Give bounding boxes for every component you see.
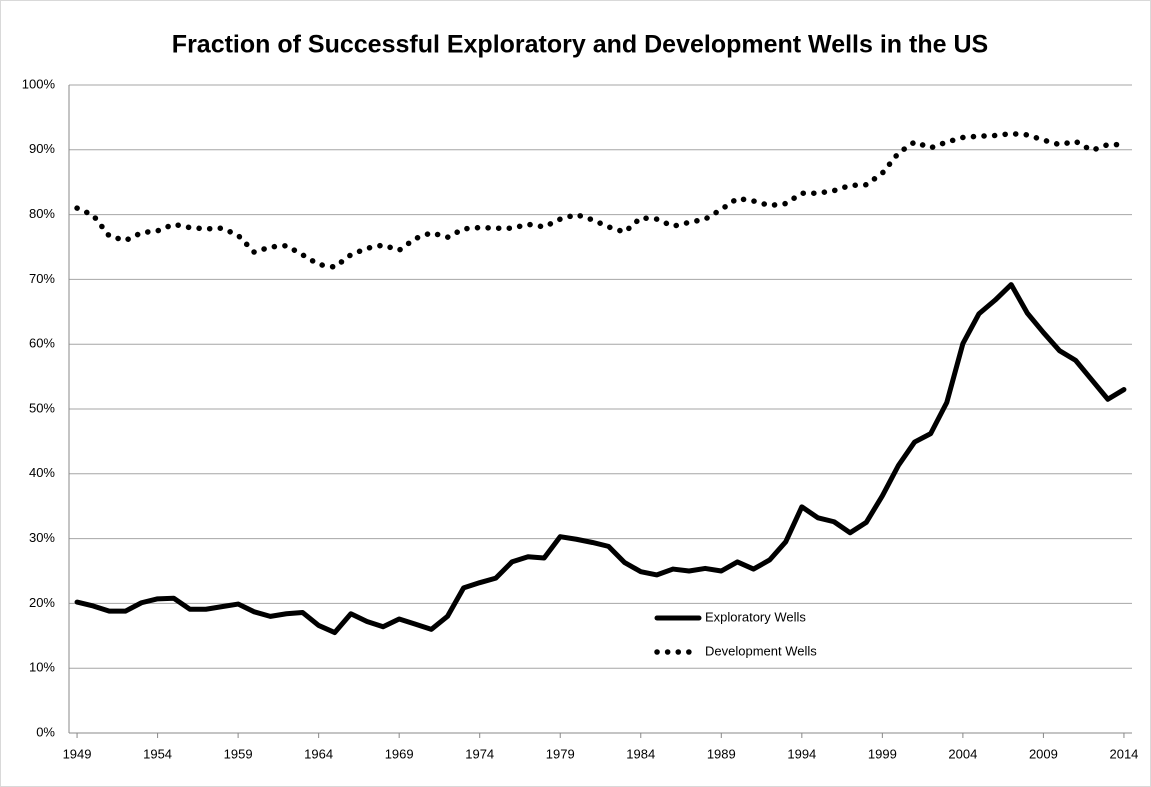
y-tick-label: 100% — [22, 76, 56, 91]
x-tick-label: 1974 — [465, 746, 494, 761]
y-tick-label: 50% — [29, 400, 55, 415]
line-series — [74, 282, 1127, 636]
legend-label: Development Wells — [705, 643, 817, 658]
x-tick-label: 2009 — [1029, 746, 1058, 761]
y-tick-label: 10% — [29, 660, 55, 675]
y-tick-label: 90% — [29, 141, 55, 156]
x-tick-label: 1959 — [224, 746, 253, 761]
y-tick-label: 70% — [29, 271, 55, 286]
y-tick-label: 40% — [29, 465, 55, 480]
x-tick-label: 2004 — [948, 746, 977, 761]
x-tick-label: 1999 — [868, 746, 897, 761]
x-tick-label: 1954 — [143, 746, 172, 761]
x-tick-label: 1949 — [63, 746, 92, 761]
y-tick-label: 30% — [29, 530, 55, 545]
chart-title: Fraction of Successful Exploratory and D… — [172, 31, 988, 59]
x-tick-label: 1964 — [304, 746, 333, 761]
x-tick-label: 1989 — [707, 746, 736, 761]
x-tick-label: 1994 — [787, 746, 816, 761]
y-tick-label: 20% — [29, 595, 55, 610]
x-tick-label: 1984 — [626, 746, 655, 761]
legend-label: Exploratory Wells — [705, 609, 806, 624]
line-series — [74, 130, 1127, 270]
x-tick-label: 1969 — [385, 746, 414, 761]
y-tick-label: 60% — [29, 336, 55, 351]
x-tick-label: 1979 — [546, 746, 575, 761]
y-tick-label: 0% — [36, 724, 55, 739]
x-tick-label: 2014 — [1109, 746, 1138, 761]
y-tick-label: 80% — [29, 206, 55, 221]
